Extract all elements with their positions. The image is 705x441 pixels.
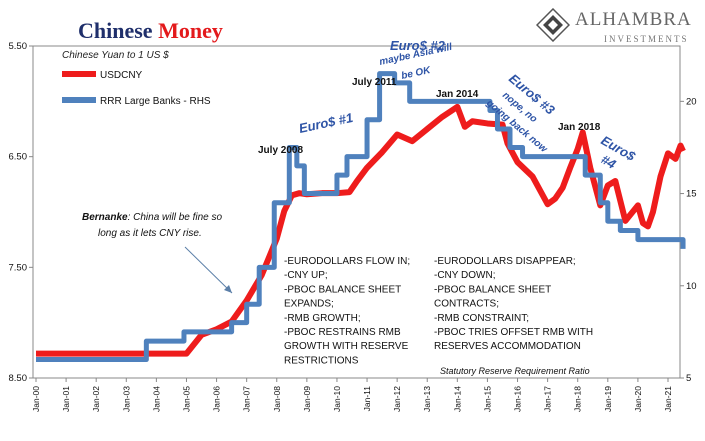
left-axis-tick-label: 8.50 xyxy=(9,373,28,384)
usdcny-series-line xyxy=(36,103,686,357)
left-axis-tick-label: 6.50 xyxy=(9,152,28,163)
annotation-euro1: Euro$ #1 xyxy=(298,110,355,136)
annotation-right-block-line: -PBOC TRIES OFFSET RMB WITH xyxy=(434,327,593,338)
x-axis-tick-label: Jan-18 xyxy=(573,386,583,412)
annotation-bernanke-line1: Bernanke: China will be fine so xyxy=(82,212,223,223)
chart-title-part1: Chinese xyxy=(78,18,153,43)
x-axis-tick-label: Jan-14 xyxy=(452,386,462,412)
annotation-july2008: July 2008 xyxy=(258,145,303,156)
x-axis-tick-label: Jan-11 xyxy=(362,386,372,412)
annotation-right-block-line: -PBOC BALANCE SHEET xyxy=(434,284,551,295)
x-axis-tick-label: Jan-20 xyxy=(633,386,643,412)
annotation-left-block-line: GROWTH WITH RESERVE xyxy=(284,341,409,352)
x-axis-tick-label: Jan-19 xyxy=(603,386,613,412)
right-axis-tick-label: 20 xyxy=(686,96,697,107)
chart-title: Chinese Money xyxy=(78,18,223,44)
x-axis-tick-label: Jan-16 xyxy=(513,386,523,412)
left-axis-tick-label: 5.50 xyxy=(9,41,28,52)
annotation-jan2018: Jan 2018 xyxy=(558,122,601,133)
x-axis-tick-label: Jan-12 xyxy=(392,386,402,412)
x-axis-tick-label: Jan-21 xyxy=(663,386,673,412)
annotation-right-block-line: -RMB CONSTRAINT; xyxy=(434,313,529,324)
annotation-left-block-line: -PBOC BALANCE SHEET xyxy=(284,284,401,295)
annotation-left-block-line: RESTRICTIONS xyxy=(284,355,359,366)
rrr-series-line xyxy=(36,71,686,363)
annotation-right-block-line: RESERVES ACCOMMODATION xyxy=(434,341,581,352)
annotation-july2011: July 2011 xyxy=(352,77,397,88)
right-axis-tick-label: 10 xyxy=(686,281,697,292)
left-axis-caption: Chinese Yuan to 1 US $ xyxy=(62,50,169,61)
annotation-bernanke-name: Bernanke xyxy=(82,212,128,223)
x-axis-tick-label: Jan-01 xyxy=(61,386,71,412)
annotation-right-block-line: -CNY DOWN; xyxy=(434,270,495,281)
right-axis-tick-label: 5 xyxy=(686,373,691,384)
annotation-right-block-line: CONTRACTS; xyxy=(434,299,499,310)
annotation-right-block-line: -EURODOLLARS DISAPPEAR; xyxy=(434,256,576,267)
plot-frame xyxy=(32,45,681,379)
x-axis-tick-label: Jan-15 xyxy=(482,386,492,412)
x-axis-tick-label: Jan-03 xyxy=(121,386,131,412)
annotation-rrr-caption: Statutory Reserve Requirement Ratio xyxy=(440,366,590,376)
left-axis-tick-label: 7.50 xyxy=(9,262,28,273)
annotation-euro2-note-line2: be OK xyxy=(400,65,432,82)
x-axis-tick-label: Jan-07 xyxy=(242,386,252,412)
x-axis-tick-label: Jan-00 xyxy=(31,386,41,412)
annotation-left-block-line: EXPANDS; xyxy=(284,299,334,310)
annotation-bernanke-line2: long as it lets CNY rise. xyxy=(98,228,202,239)
legend-label-rrr: RRR Large Banks - RHS xyxy=(100,96,211,107)
alhambra-diamond-logo-icon xyxy=(536,8,570,42)
right-axis-tick-label: 15 xyxy=(686,189,697,200)
x-axis-tick-label: Jan-06 xyxy=(212,386,222,412)
chart-title-part2: Money xyxy=(158,18,223,43)
x-axis-tick-label: Jan-04 xyxy=(151,386,161,412)
annotation-bernanke-arrow-line xyxy=(184,246,233,294)
annotation-bernanke-arrow-head xyxy=(224,285,232,293)
annotation-left-block-line: -RMB GROWTH; xyxy=(284,313,361,324)
annotation-bernanke-quote: : China will be fine so xyxy=(128,212,223,223)
x-axis-tick-label: Jan-13 xyxy=(422,386,432,412)
brand-subtitle: INVESTMENTS xyxy=(604,34,689,44)
x-axis-tick-label: Jan-10 xyxy=(332,386,342,412)
annotation-left-block-line: -PBOC RESTRAINS RMB xyxy=(284,327,401,338)
annotation-left-block-line: -EURODOLLARS FLOW IN; xyxy=(284,256,410,267)
x-axis-tick-label: Jan-09 xyxy=(302,386,312,412)
annotation-euro2: Euro$ #2 xyxy=(390,38,446,53)
x-axis-tick-label: Jan-08 xyxy=(272,386,282,412)
brand-name: ALHAMBRA xyxy=(575,9,692,30)
x-axis-tick-label: Jan-17 xyxy=(543,386,553,412)
legend-label-usdcny: USDCNY xyxy=(100,70,143,81)
x-axis-tick-label: Jan-02 xyxy=(91,386,101,412)
x-axis-tick-label: Jan-05 xyxy=(181,386,191,412)
annotation-left-block-line: -CNY UP; xyxy=(284,270,328,281)
annotation-jan2014: Jan 2014 xyxy=(436,89,479,100)
